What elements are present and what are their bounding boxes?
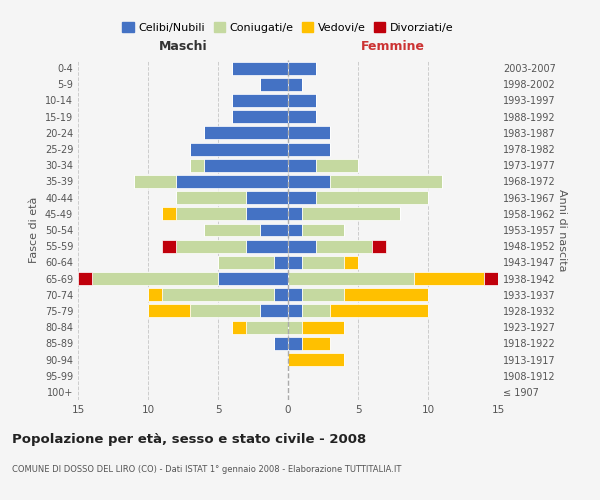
Bar bbox=[288, 191, 316, 204]
Bar bbox=[176, 175, 288, 188]
Bar bbox=[288, 353, 344, 366]
Text: Femmine: Femmine bbox=[361, 40, 425, 53]
Bar bbox=[414, 272, 484, 285]
Bar bbox=[288, 240, 316, 252]
Bar bbox=[302, 224, 344, 236]
Bar bbox=[246, 240, 288, 252]
Bar bbox=[190, 304, 260, 318]
Bar bbox=[218, 256, 274, 269]
Bar bbox=[260, 304, 288, 318]
Bar bbox=[288, 159, 316, 172]
Bar bbox=[288, 337, 302, 350]
Bar bbox=[288, 175, 330, 188]
Legend: Celibi/Nubili, Coniugati/e, Vedovi/e, Divorziati/e: Celibi/Nubili, Coniugati/e, Vedovi/e, Di… bbox=[118, 18, 458, 38]
Y-axis label: Fasce di età: Fasce di età bbox=[29, 197, 39, 263]
Bar bbox=[148, 304, 190, 318]
Bar bbox=[302, 288, 344, 301]
Bar bbox=[274, 337, 288, 350]
Bar bbox=[246, 320, 288, 334]
Bar bbox=[288, 110, 316, 123]
Bar bbox=[232, 110, 288, 123]
Bar bbox=[330, 304, 428, 318]
Bar bbox=[218, 272, 288, 285]
Bar bbox=[302, 256, 344, 269]
Bar bbox=[288, 142, 330, 156]
Bar bbox=[162, 288, 274, 301]
Text: Popolazione per età, sesso e stato civile - 2008: Popolazione per età, sesso e stato civil… bbox=[12, 432, 366, 446]
Bar bbox=[484, 272, 498, 285]
Bar bbox=[176, 240, 246, 252]
Bar bbox=[78, 272, 92, 285]
Bar bbox=[302, 320, 344, 334]
Bar bbox=[316, 159, 358, 172]
Bar bbox=[204, 224, 260, 236]
Bar bbox=[330, 175, 442, 188]
Bar bbox=[92, 272, 218, 285]
Bar bbox=[232, 94, 288, 107]
Bar bbox=[288, 62, 316, 74]
Bar bbox=[372, 240, 386, 252]
Bar bbox=[162, 208, 176, 220]
Bar bbox=[232, 320, 246, 334]
Bar bbox=[288, 272, 414, 285]
Bar bbox=[246, 191, 288, 204]
Bar bbox=[134, 175, 176, 188]
Bar bbox=[190, 159, 204, 172]
Bar bbox=[232, 62, 288, 74]
Bar bbox=[302, 337, 330, 350]
Bar bbox=[274, 256, 288, 269]
Bar bbox=[176, 208, 246, 220]
Bar bbox=[246, 208, 288, 220]
Bar bbox=[288, 208, 302, 220]
Bar bbox=[344, 256, 358, 269]
Text: Maschi: Maschi bbox=[158, 40, 208, 53]
Bar bbox=[344, 288, 428, 301]
Bar bbox=[288, 320, 302, 334]
Bar bbox=[260, 78, 288, 91]
Bar bbox=[288, 126, 330, 140]
Bar bbox=[274, 288, 288, 301]
Bar bbox=[302, 304, 330, 318]
Bar bbox=[260, 224, 288, 236]
Bar bbox=[204, 159, 288, 172]
Bar bbox=[288, 304, 302, 318]
Bar bbox=[288, 94, 316, 107]
Bar bbox=[288, 288, 302, 301]
Bar bbox=[148, 288, 162, 301]
Bar bbox=[302, 208, 400, 220]
Text: COMUNE DI DOSSO DEL LIRO (CO) - Dati ISTAT 1° gennaio 2008 - Elaborazione TUTTIT: COMUNE DI DOSSO DEL LIRO (CO) - Dati IST… bbox=[12, 465, 401, 474]
Y-axis label: Anni di nascita: Anni di nascita bbox=[557, 188, 567, 271]
Bar bbox=[288, 256, 302, 269]
Bar bbox=[162, 240, 176, 252]
Bar bbox=[288, 224, 302, 236]
Bar bbox=[316, 240, 372, 252]
Bar bbox=[176, 191, 246, 204]
Bar bbox=[288, 78, 302, 91]
Bar bbox=[204, 126, 288, 140]
Bar bbox=[316, 191, 428, 204]
Bar bbox=[190, 142, 288, 156]
